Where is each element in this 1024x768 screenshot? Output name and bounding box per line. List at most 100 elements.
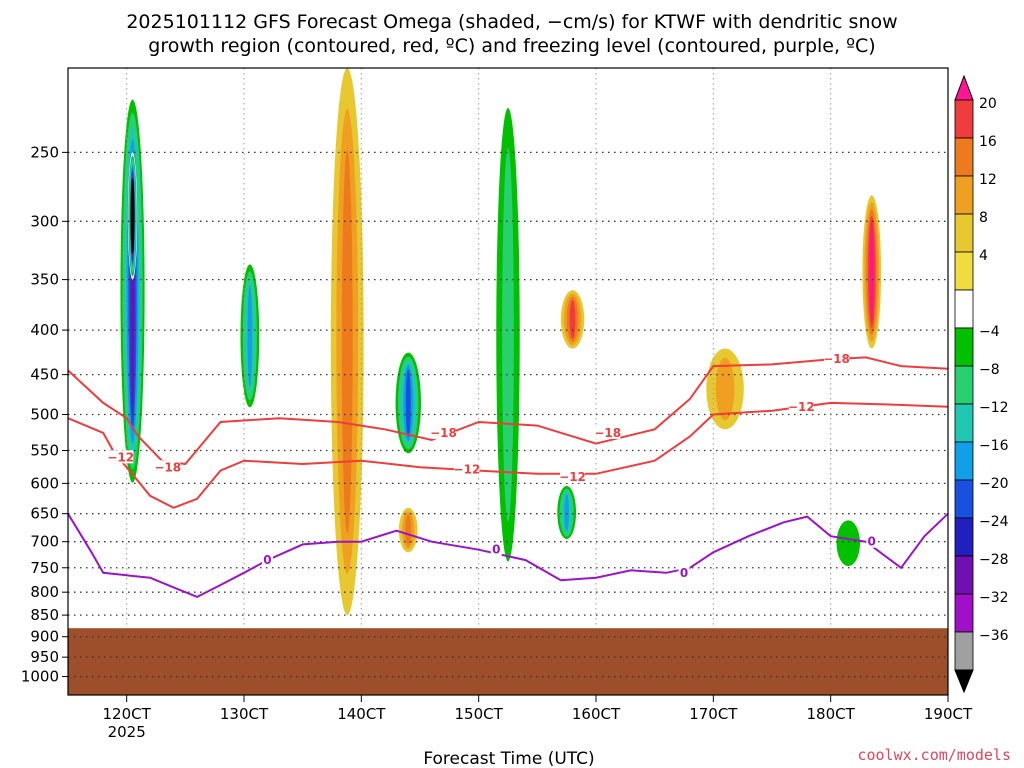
terrain-fill — [68, 628, 948, 695]
colorbar-swatch — [954, 175, 974, 215]
contour-label: −12 — [454, 462, 481, 476]
colorbar-label: −32 — [979, 590, 1009, 606]
grid-lines — [68, 68, 949, 678]
colorbar-label: 8 — [979, 210, 988, 226]
x-tick-label: 120CT — [103, 705, 152, 723]
omega-cell — [836, 520, 860, 567]
y-tick-label: 700 — [30, 533, 59, 551]
y-tick-label: 300 — [30, 212, 59, 230]
contour-label-bg — [595, 425, 621, 439]
contour-label: 0 — [492, 543, 500, 557]
contour-label-bg — [430, 425, 456, 439]
x-tick-label: 160CT — [572, 705, 621, 723]
chart-title-line-1: 2025101112 GFS Forecast Omega (shaded, −… — [126, 11, 897, 33]
colorbar-label: −16 — [979, 438, 1009, 454]
contour-lines: −12 −18 −18 −12 −18 −12 −18 −12 0 0 0 0 — [67, 352, 949, 598]
x-tick-label: 170CT — [689, 705, 738, 723]
plot-area: −12 −18 −18 −12 −18 −12 −18 −12 0 0 0 0 — [67, 67, 949, 696]
y-tick-label: 650 — [30, 505, 59, 523]
x-tick-label: 180CT — [807, 705, 856, 723]
x-tick-label: 130CT — [220, 705, 269, 723]
colorbar-swatch — [954, 137, 974, 177]
colorbar-swatch — [954, 99, 974, 139]
y-tick-label: 950 — [30, 648, 59, 666]
credit-text: coolwx.com/models — [857, 746, 1011, 764]
colorbar-label: −8 — [979, 362, 1000, 378]
y-tick-label: 550 — [30, 442, 59, 460]
colorbar-label: −28 — [979, 552, 1009, 568]
colorbar: 20 16 12 8 4 −4 −8 −12 −16 −20 −24 −28 −32 −36 — [954, 74, 1009, 694]
contour-label-bg — [824, 352, 850, 366]
omega-cell — [247, 285, 253, 387]
y-tick-label: 350 — [30, 271, 59, 289]
y-tick-label: 850 — [30, 606, 59, 624]
colorbar-label: −20 — [979, 476, 1009, 492]
colorbar-swatch — [954, 403, 974, 443]
omega-cell — [130, 177, 135, 255]
y-tick-label: 500 — [30, 405, 59, 423]
y-axis: 250 300 350 400 450 500 550 600 650 700 750 800 850 9… — [21, 143, 68, 686]
y-tick-label: 750 — [30, 559, 59, 577]
contour-label-bg — [560, 470, 586, 484]
contour-label-bg — [490, 542, 502, 556]
omega-cell — [869, 222, 874, 321]
y-tick-label: 400 — [30, 321, 59, 339]
contour-label-bg — [788, 399, 814, 413]
x-tick-label: 190CT — [924, 705, 973, 723]
omega-cell — [569, 300, 576, 339]
omega-cell — [564, 493, 570, 532]
x-axis: 120CT 130CT 140CT 150CT 160CT 170CT 180CT 190CT — [103, 695, 973, 723]
colorbar-bottom-triangle — [954, 669, 974, 694]
y-tick-label: 900 — [30, 628, 59, 646]
plot-frame — [67, 67, 949, 696]
contour-label: −12 — [107, 450, 134, 464]
x-axis-year-label: 2025 — [108, 723, 146, 741]
colorbar-top-triangle — [954, 74, 974, 101]
omega-cell — [715, 357, 735, 421]
colorbar-swatch — [954, 213, 974, 253]
contour-label: 0 — [680, 566, 688, 580]
colorbar-swatch — [954, 517, 974, 557]
colorbar-label: 12 — [979, 172, 997, 188]
contour-label: 0 — [263, 553, 271, 567]
y-tick-label: 800 — [30, 583, 59, 601]
colorbar-label: 20 — [979, 96, 997, 112]
contour-label-bg — [866, 534, 878, 548]
colorbar-swatch — [954, 251, 974, 291]
contour-label: −12 — [559, 470, 586, 484]
colorbar-swatch — [954, 327, 974, 367]
omega-shading — [118, 68, 882, 616]
contour-label: −18 — [154, 460, 181, 474]
colorbar-swatch — [954, 593, 974, 633]
contour-label-bg — [108, 450, 134, 464]
contour-label: 0 — [868, 535, 876, 549]
contour-label-bg — [678, 565, 690, 579]
freezing-contour-line — [67, 512, 949, 598]
colorbar-label: −4 — [979, 324, 1000, 340]
y-tick-label: 1000 — [21, 668, 59, 686]
colorbar-label: −36 — [979, 628, 1009, 644]
colorbar-swatch — [954, 479, 974, 519]
contour-label: −18 — [823, 352, 850, 366]
dgz-contour-line — [67, 401, 949, 509]
omega-cell — [502, 148, 514, 522]
omega-cell — [341, 150, 353, 534]
colorbar-label: 16 — [979, 134, 997, 150]
colorbar-label: −12 — [979, 400, 1009, 416]
colorbar-swatch — [954, 631, 974, 671]
y-tick-label: 250 — [30, 143, 59, 161]
contour-label: −18 — [430, 426, 457, 440]
contour-label-bg — [261, 553, 273, 567]
x-tick-label: 140CT — [337, 705, 386, 723]
omega-cell — [405, 368, 411, 437]
contour-label-bg — [454, 462, 480, 476]
contour-label-bg — [155, 460, 181, 474]
y-tick-label: 450 — [30, 366, 59, 384]
colorbar-swatch — [954, 555, 974, 595]
y-tick-label: 600 — [30, 474, 59, 492]
colorbar-swatch — [954, 441, 974, 481]
contour-label: −18 — [594, 426, 621, 440]
colorbar-label: 4 — [979, 248, 988, 264]
contour-label: −12 — [788, 400, 815, 414]
